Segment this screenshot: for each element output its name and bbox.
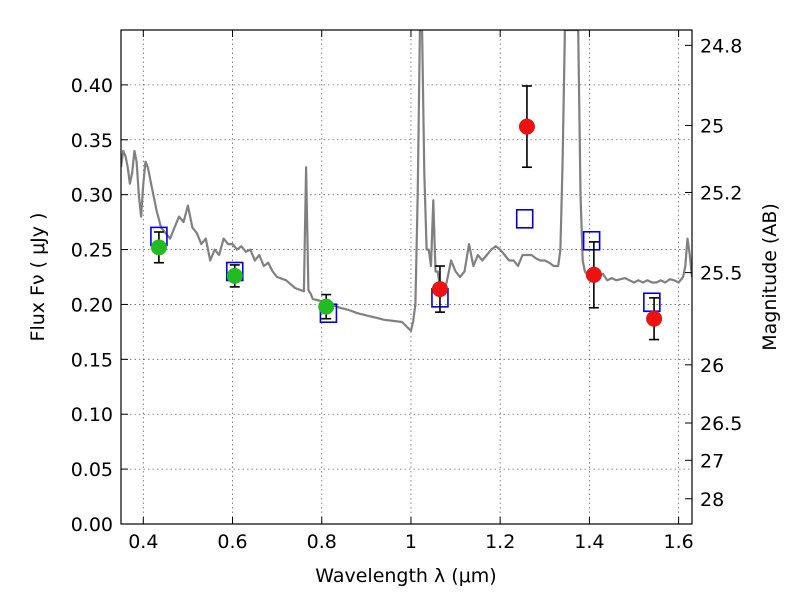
y2-tick-label: 25.2 <box>700 182 742 204</box>
y2-tick-label: 27 <box>700 450 724 472</box>
green-data-point <box>226 267 243 284</box>
x-tick-label: 0.8 <box>307 531 337 553</box>
grid <box>121 30 692 525</box>
axis-ticks: 0.4 0.6 0.8 1 1.2 1.4 1.6 0.00 0.05 0.10 0.15 0.20 0… <box>71 30 742 553</box>
y-tick-label: 0.40 <box>71 75 113 97</box>
y-tick-label: 0.20 <box>71 294 113 316</box>
x-tick-label: 0.6 <box>217 531 247 553</box>
plot-area <box>121 30 692 341</box>
y-tick-label: 0.00 <box>71 514 113 536</box>
y2-tick-label: 24.8 <box>700 35 742 57</box>
y-tick-label: 0.25 <box>71 240 113 262</box>
y-tick-label: 0.35 <box>71 130 113 152</box>
model-spectrum-line <box>121 30 692 332</box>
model-flux-square <box>643 292 661 313</box>
model-flux-square <box>582 230 601 251</box>
y2-tick-label: 25.5 <box>700 263 742 285</box>
y-axis-title: Flux Fν ( μJy ) <box>27 213 49 342</box>
red-data-point <box>431 281 448 298</box>
green-data-point <box>318 298 335 315</box>
green-data-point <box>150 239 167 256</box>
y2-tick-label: 26.5 <box>700 413 742 435</box>
model-flux-square <box>515 209 534 229</box>
x-tick-label: 1 <box>405 531 417 553</box>
y-tick-label: 0.15 <box>71 349 113 371</box>
y2-tick-label: 28 <box>700 489 724 511</box>
y2-axis-title: Magnitude (AB) <box>759 203 781 351</box>
y2-tick-label: 26 <box>700 355 724 377</box>
y-tick-label: 0.10 <box>71 404 113 426</box>
y2-tick-label: 25 <box>700 116 724 138</box>
x-axis-title: Wavelength λ (μm) <box>315 565 496 587</box>
x-tick-label: 0.4 <box>128 531 158 553</box>
y-tick-label: 0.30 <box>71 185 113 207</box>
y-tick-label: 0.05 <box>71 459 113 481</box>
red-data-point <box>646 310 663 327</box>
x-tick-label: 1.2 <box>485 531 515 553</box>
x-tick-label: 1.4 <box>574 531 604 553</box>
x-tick-label: 1.6 <box>664 531 694 553</box>
red-data-point <box>585 266 602 283</box>
red-data-point <box>518 118 535 135</box>
plot-frame <box>120 29 693 525</box>
